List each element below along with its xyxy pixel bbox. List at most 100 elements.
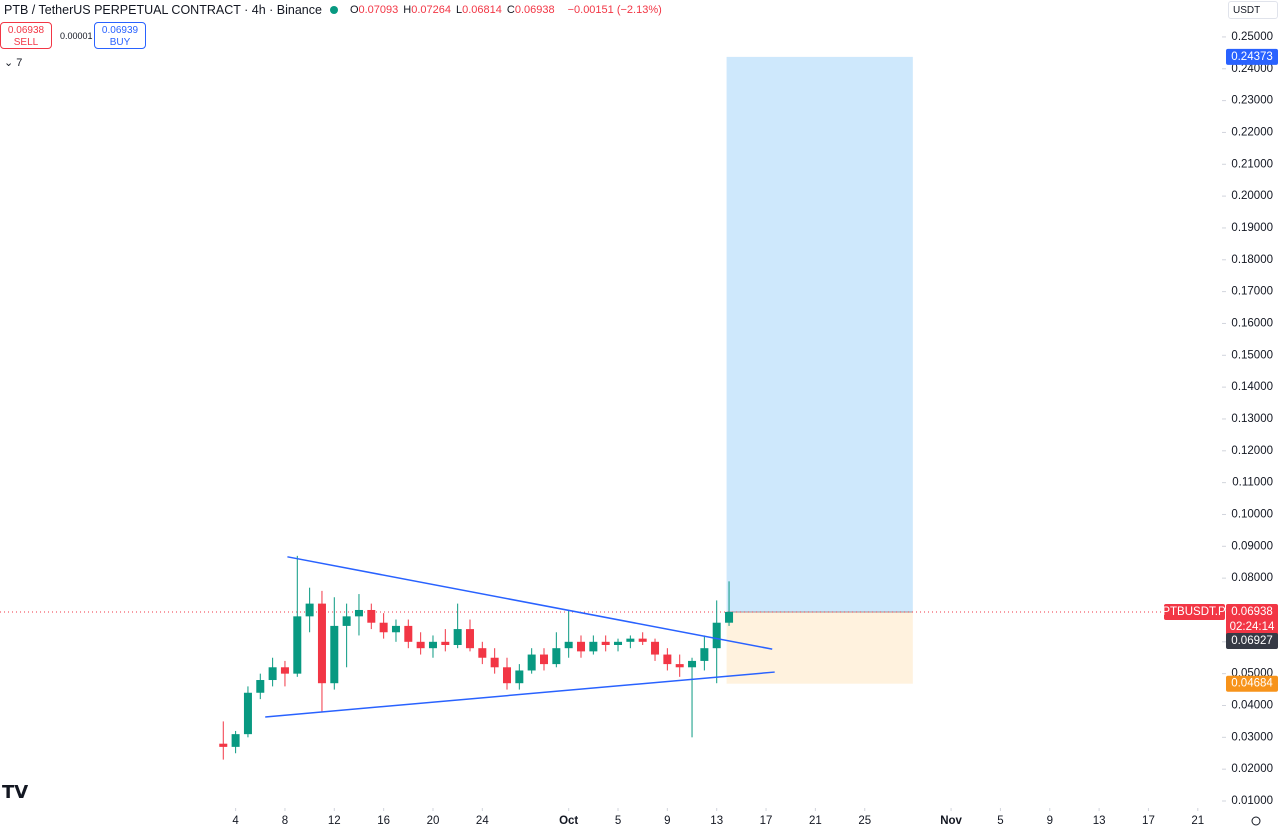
- y-tick-label: 0.16000: [1231, 317, 1273, 329]
- candle-body: [428, 641, 437, 649]
- y-tick-label: 0.12000: [1231, 445, 1273, 457]
- ohlc-value: 0.06814: [462, 4, 502, 16]
- ohlc: O0.07093 H0.07264 L0.06814 C0.06938: [350, 4, 560, 16]
- candle-body: [305, 603, 314, 617]
- y-tick-label: 0.21000: [1231, 158, 1273, 170]
- y-tick-label: 0.06000: [1231, 636, 1273, 648]
- candle-body: [231, 734, 240, 747]
- target-price-label-bg: [1226, 48, 1278, 65]
- spread: 0.00001: [60, 31, 93, 41]
- y-tick-label: 0.09000: [1231, 540, 1273, 552]
- y-tick-label: 0.14000: [1231, 381, 1273, 393]
- symbol-label: PTBUSDT.P: [1162, 606, 1226, 618]
- y-tick-label: 0.11000: [1232, 477, 1273, 489]
- x-tick-label: 9: [1047, 815, 1053, 827]
- candle-body: [293, 616, 302, 674]
- indicators-toggle[interactable]: ⌄ 7: [4, 57, 23, 69]
- sell-button[interactable]: 0.06938 SELL: [0, 22, 52, 49]
- y-tick-label: 0.19000: [1231, 222, 1273, 234]
- candle-body: [577, 641, 586, 652]
- candle-body: [342, 616, 351, 626]
- x-tick-label: 25: [858, 815, 871, 827]
- candle-body: [688, 660, 697, 668]
- x-tick-label: Nov: [940, 815, 962, 827]
- symbol-label-bg: [1164, 603, 1225, 620]
- candle-body: [256, 680, 265, 693]
- candle-body: [601, 641, 610, 645]
- header: PTB / TetherUS PERPETUAL CONTRACT · 4h ·…: [4, 3, 662, 17]
- candle-body: [626, 638, 635, 642]
- marker-price-label-bg: [1226, 632, 1278, 649]
- candle-body: [700, 648, 709, 661]
- y-tick-label: 0.02000: [1231, 763, 1273, 775]
- marker-price-label: 0.06927: [1231, 635, 1273, 647]
- candle-body: [268, 667, 277, 681]
- candle-body: [219, 743, 228, 747]
- x-tick-label: 24: [476, 815, 489, 827]
- y-tick-label: 0.15000: [1231, 349, 1273, 361]
- candle-body: [725, 611, 734, 623]
- candle-body: [502, 667, 511, 684]
- candle-body: [663, 654, 672, 665]
- y-tick-label: 0.25000: [1231, 31, 1273, 43]
- candle-body: [614, 641, 623, 645]
- stop-price-label-bg: [1226, 675, 1278, 692]
- candle-body: [564, 641, 573, 649]
- y-tick-label: 0.24000: [1231, 63, 1273, 75]
- ohlc-label: O: [349, 4, 359, 16]
- trendline: [287, 556, 773, 650]
- y-tick-label: 0.05000: [1231, 668, 1273, 680]
- stop-zone: [726, 611, 913, 684]
- y-tick-label: 0.07000: [1231, 604, 1273, 616]
- candle-body: [404, 625, 413, 642]
- candle-body: [379, 622, 388, 633]
- candle-body: [490, 657, 499, 668]
- currency: USDT: [1233, 5, 1261, 16]
- ohlc-value: 0.07093: [358, 4, 399, 16]
- logo: 𝗧𝗩: [2, 782, 29, 802]
- target-price-label: 0.24373: [1231, 51, 1273, 63]
- candle-body: [317, 603, 326, 684]
- candle-body: [552, 648, 561, 665]
- x-tick-label: 5: [615, 815, 621, 827]
- candle-body: [354, 609, 363, 617]
- x-tick-label: 8: [282, 815, 288, 827]
- ohlc-value: 0.07264: [411, 4, 451, 16]
- y-tick-label: 0.22000: [1231, 126, 1273, 138]
- candle-body: [478, 648, 487, 658]
- candle-body: [330, 625, 339, 684]
- candle-body: [651, 641, 660, 655]
- x-tick-label: 17: [1142, 815, 1155, 827]
- buy-price: 0.06939: [101, 25, 139, 36]
- y-tick-label: 0.13000: [1231, 413, 1273, 425]
- candle-body: [712, 622, 721, 649]
- x-tick-label: 13: [710, 815, 723, 827]
- x-tick-label: Oct: [559, 815, 578, 827]
- candle-body: [243, 692, 252, 735]
- y-tick-label: 0.03000: [1231, 731, 1273, 743]
- candle-body: [527, 654, 536, 671]
- y-tick-label: 0.10000: [1231, 509, 1273, 521]
- candle-body: [589, 641, 598, 652]
- change: −0.00151 (−2.13%): [567, 4, 662, 16]
- y-tick-label: 0.20000: [1231, 190, 1273, 202]
- stop-price-label: 0.04684: [1231, 678, 1273, 690]
- target-zone: [726, 56, 913, 612]
- candle-body: [675, 664, 684, 668]
- y-tick-label: 0.01000: [1231, 795, 1273, 807]
- candle-body: [367, 609, 376, 623]
- buy-button[interactable]: 0.06939 BUY: [94, 22, 146, 49]
- settings-icon: [1251, 816, 1261, 826]
- x-tick-label: 17: [760, 815, 773, 827]
- x-tick-label: 5: [997, 815, 1003, 827]
- y-tick-label: 0.04000: [1231, 700, 1273, 712]
- candle-body: [515, 670, 524, 684]
- status-dot: [329, 6, 338, 14]
- candle-body: [416, 641, 425, 649]
- x-tick-label: 21: [809, 815, 822, 827]
- currency-select[interactable]: USDT: [1228, 1, 1278, 19]
- x-tick-label: 9: [664, 815, 670, 827]
- y-tick-label: 0.17000: [1231, 286, 1273, 298]
